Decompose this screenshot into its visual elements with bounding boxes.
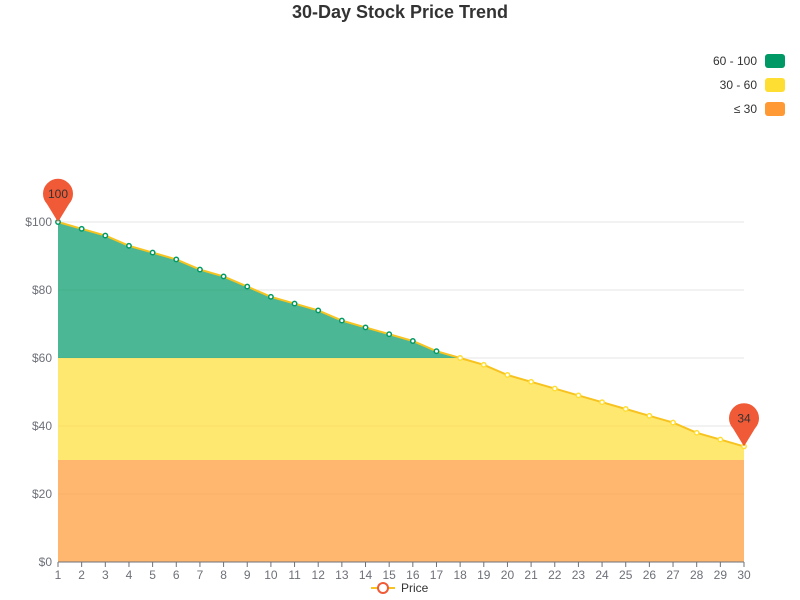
legend-marker-icon[interactable] — [377, 582, 389, 594]
data-point[interactable] — [362, 324, 369, 331]
x-tick-label: 11 — [288, 568, 301, 582]
y-tick-label: $40 — [32, 419, 52, 433]
x-tick-label: 16 — [406, 568, 420, 582]
data-point[interactable] — [291, 300, 298, 307]
data-point[interactable] — [196, 266, 203, 273]
data-point[interactable] — [409, 338, 416, 344]
x-tick-label: 20 — [501, 568, 515, 582]
x-tick-label: 22 — [548, 568, 562, 582]
x-tick-label: 10 — [264, 568, 278, 582]
mark-point-pin[interactable] — [43, 178, 73, 222]
mark-point-label: 100 — [48, 187, 68, 201]
data-point[interactable] — [78, 225, 85, 232]
data-point[interactable] — [693, 429, 700, 436]
y-tick-label: $60 — [32, 351, 52, 365]
x-tick-label: 14 — [359, 568, 373, 582]
area-band-2 — [58, 460, 744, 562]
x-tick-label: 9 — [244, 568, 251, 582]
x-tick-label: 24 — [595, 568, 609, 582]
y-tick-label: $0 — [39, 555, 53, 569]
visual-map-label-high: 60 - 100 — [712, 54, 757, 68]
data-point[interactable] — [599, 399, 606, 406]
data-point[interactable] — [575, 392, 582, 399]
x-tick-label: 4 — [126, 568, 133, 582]
x-tick-label: 27 — [666, 568, 680, 582]
data-point[interactable] — [267, 293, 274, 300]
x-tick-label: 18 — [453, 568, 467, 582]
visual-map-label-mid: 30 - 60 — [719, 78, 757, 92]
x-tick-label: 12 — [312, 568, 326, 582]
x-tick-label: 28 — [690, 568, 704, 582]
data-point[interactable] — [102, 232, 109, 239]
data-point[interactable] — [149, 249, 156, 256]
y-tick-label: $20 — [32, 487, 52, 501]
x-tick-label: 23 — [572, 568, 586, 582]
x-tick-label: 30 — [737, 568, 751, 582]
legend-label[interactable]: Price — [401, 581, 429, 595]
x-tick-label: 5 — [149, 568, 156, 582]
y-tick-label: $100 — [25, 215, 52, 229]
data-point[interactable] — [338, 317, 345, 324]
visual-map-swatch-high[interactable] — [765, 54, 785, 68]
data-point[interactable] — [126, 242, 132, 249]
x-tick-label: 19 — [477, 568, 491, 582]
data-point[interactable] — [480, 361, 487, 368]
mark-point-label: 34 — [737, 411, 751, 425]
visual-map-swatch-mid[interactable] — [765, 78, 785, 92]
data-point[interactable] — [670, 419, 676, 426]
data-point[interactable] — [622, 406, 629, 412]
x-tick-label: 6 — [173, 568, 180, 582]
x-tick-label: 25 — [619, 568, 633, 582]
data-point[interactable] — [646, 412, 653, 419]
data-point[interactable] — [244, 283, 251, 290]
data-point[interactable] — [433, 348, 440, 355]
visual-map-item-low[interactable]: ≤ 30 — [734, 102, 785, 116]
x-tick-label: 7 — [197, 568, 204, 582]
mark-point-pin[interactable] — [728, 403, 759, 447]
x-tick-label: 1 — [55, 568, 62, 582]
data-point[interactable] — [315, 307, 322, 314]
visual-map-swatch-low[interactable] — [765, 102, 785, 116]
x-tick-label: 26 — [643, 568, 657, 582]
visual-map-label-low: ≤ 30 — [733, 102, 757, 116]
data-point[interactable] — [220, 273, 227, 280]
x-tick-label: 13 — [335, 568, 349, 582]
x-tick-label: 3 — [102, 568, 109, 582]
data-point[interactable] — [504, 372, 511, 378]
data-point[interactable] — [457, 355, 464, 361]
x-tick-label: 15 — [382, 568, 396, 582]
visual-map-item-mid[interactable]: 30 - 60 — [720, 78, 785, 92]
chart-title: 30-Day Stock Price Trend — [291, 2, 509, 22]
data-point[interactable] — [551, 385, 558, 392]
area-band-1 — [58, 358, 744, 460]
area-band-0 — [58, 222, 461, 358]
data-point[interactable] — [386, 331, 393, 338]
x-tick-label: 17 — [430, 568, 444, 582]
x-tick-label: 2 — [78, 568, 85, 582]
data-point[interactable] — [717, 436, 724, 443]
x-tick-label: 29 — [714, 568, 728, 582]
x-tick-label: 8 — [220, 568, 227, 582]
price-line — [57, 221, 745, 448]
y-tick-label: $80 — [32, 283, 52, 297]
x-tick-label: 21 — [524, 568, 538, 582]
visual-map-item-high[interactable]: 60 - 100 — [713, 54, 785, 68]
data-point[interactable] — [528, 378, 535, 385]
data-point[interactable] — [173, 256, 180, 263]
